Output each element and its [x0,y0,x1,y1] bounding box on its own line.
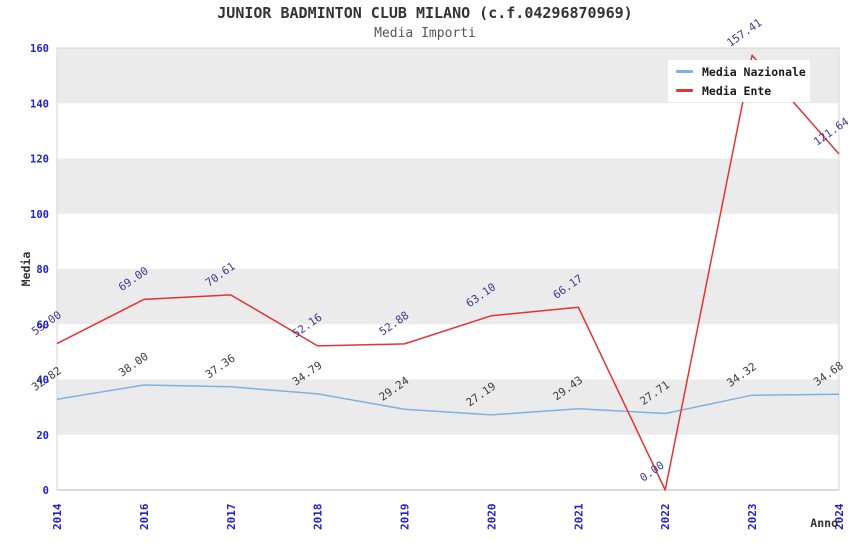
x-tick-label: 2023 [746,504,759,531]
legend-item-media-nazionale: Media Nazionale [668,65,810,79]
y-tick-label: 80 [36,264,49,276]
plot-band [57,379,839,435]
series-line-media-ente [56,54,840,491]
series-lines [56,54,840,491]
x-tick-label: 2024 [833,503,846,530]
plot-frame [56,47,840,491]
background-bands [57,48,839,435]
legend-label: Media Nazionale [702,64,806,79]
x-tick-label: 2021 [572,503,585,530]
legend: Media Nazionale Media Ente [668,60,810,102]
series-line-media-nazionale [56,384,840,416]
plot-band [57,269,839,325]
chart-title: JUNIOR BADMINTON CLUB MILANO (c.f.042968… [217,4,633,22]
y-tick-label: 0 [43,485,49,497]
y-tick-label: 20 [36,430,49,442]
point-label: 38.00 [116,350,151,380]
y-tick-label: 60 [36,319,49,331]
x-tick-label: 2020 [485,504,498,531]
y-tick-label: 40 [36,375,49,387]
y-axis-ticks: 0 20 40 60 80 100 120 140 160 [30,43,49,497]
chart-subtitle: Media Importi [374,26,476,41]
x-tick-label: 2019 [399,504,412,531]
point-label: 0.00 [637,459,666,485]
legend-line-swatch-ente [676,89,693,92]
x-tick-label: 2017 [225,504,238,531]
plot-band [57,158,839,214]
x-axis-ticks: 2014 2016 2017 2018 2019 2020 2021 2022 2023 2024 [51,503,846,530]
x-axis-title: Anno [810,516,838,530]
y-tick-label: 120 [30,154,49,166]
y-axis-title: Media [19,252,33,287]
x-tick-label: 2022 [659,504,672,531]
point-label: 37.36 [203,352,238,382]
x-tick-label: 2016 [138,503,151,530]
y-tick-label: 160 [30,43,49,55]
point-label: 157.41 [724,16,764,49]
y-tick-label: 140 [30,98,49,110]
legend-line-swatch-nazionale [676,70,693,73]
legend-label: Media Ente [702,83,772,98]
y-tick-label: 100 [30,209,49,221]
legend-item-media-ente: Media Ente [668,84,810,98]
x-tick-label: 2018 [312,504,325,531]
x-tick-label: 2014 [51,503,64,530]
